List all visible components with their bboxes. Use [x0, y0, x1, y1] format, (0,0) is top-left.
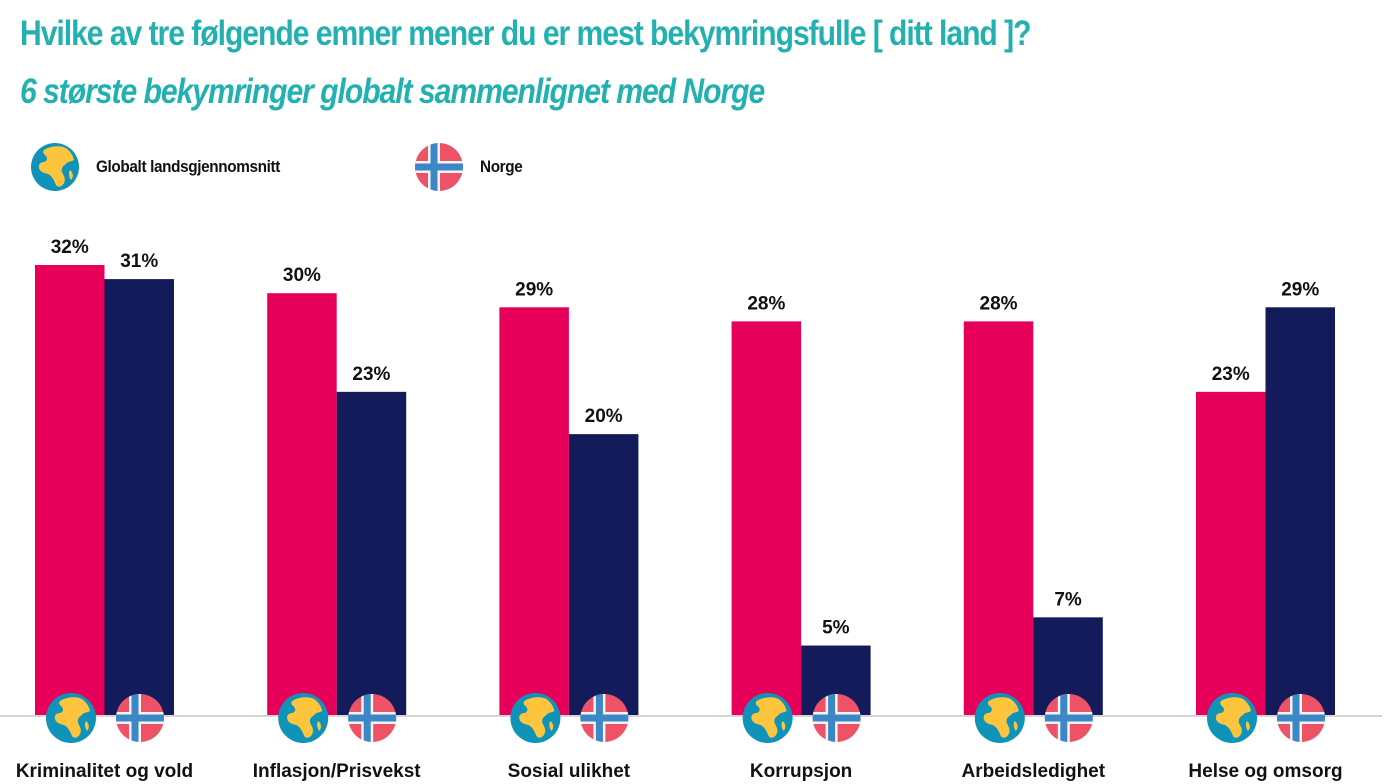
bar-norway: [568, 434, 639, 716]
value-label-global: 28%: [980, 293, 1018, 314]
bar-global: [35, 265, 105, 716]
globe-icon: [974, 693, 1025, 743]
norway-flag-icon: [415, 143, 463, 191]
bar-group: 30% 23%: [267, 265, 407, 716]
norway-flag-icon: [580, 694, 629, 742]
bar-global: [963, 321, 1034, 716]
bar-group: 32% 31%: [35, 237, 174, 716]
bar-group: 29% 20%: [499, 279, 639, 716]
globe-icon: [278, 693, 329, 743]
chart-subtitle: 6 største bekymringer globalt sammenlign…: [20, 72, 765, 111]
norway-flag-icon: [812, 694, 861, 742]
legend-label-norway: Norge: [480, 157, 523, 176]
value-label-norway: 29%: [1281, 279, 1319, 300]
norway-flag-icon: [348, 694, 397, 742]
norway-flag-icon: [1277, 694, 1325, 742]
globe-icon: [1207, 693, 1257, 743]
bar-norway: [1265, 307, 1335, 716]
bar-global: [267, 293, 337, 716]
value-label-norway: 5%: [822, 618, 850, 639]
globe-icon: [510, 693, 561, 743]
chart-title: Hvilke av tre følgende emner mener du er…: [20, 14, 1031, 53]
bar-global: [731, 321, 802, 716]
bar-group: 28% 5%: [731, 293, 871, 716]
category-label: Arbeidsledighet: [962, 761, 1106, 782]
value-label-global: 28%: [747, 293, 785, 314]
legend-label-global: Globalt landsgjennomsnitt: [96, 157, 280, 176]
globe-icon: [31, 143, 79, 191]
bar-group: 28% 7%: [963, 293, 1103, 716]
value-label-norway: 31%: [120, 251, 158, 272]
norway-flag-icon: [1044, 694, 1093, 742]
norway-flag-icon: [116, 694, 164, 742]
value-label-global: 30%: [283, 265, 321, 286]
legend-item-norway: Norge: [414, 142, 527, 192]
bar-norway: [336, 391, 407, 716]
value-label-norway: 20%: [585, 406, 623, 427]
value-label-global: 23%: [1212, 364, 1250, 385]
category-label: Sosial ulikhet: [508, 761, 631, 782]
legend-item-global: Globalt landsgjennomsnitt: [30, 142, 300, 192]
category-label: Helse og omsorg: [1188, 761, 1342, 782]
value-label-global: 32%: [51, 237, 89, 258]
globe-icon: [46, 693, 96, 743]
value-label-norway: 23%: [352, 364, 390, 385]
bar-global: [499, 307, 569, 716]
bar-global: [1196, 391, 1266, 716]
globe-icon: [742, 693, 793, 743]
value-label-norway: 7%: [1054, 589, 1082, 610]
bar-norway: [104, 279, 174, 716]
bar-group: 23% 29%: [1196, 279, 1335, 716]
category-label: Inflasjon/Prisvekst: [253, 761, 422, 782]
category-label: Kriminalitet og vold: [16, 761, 193, 782]
category-label: Korrupsjon: [750, 761, 852, 782]
value-label-global: 29%: [515, 279, 553, 300]
